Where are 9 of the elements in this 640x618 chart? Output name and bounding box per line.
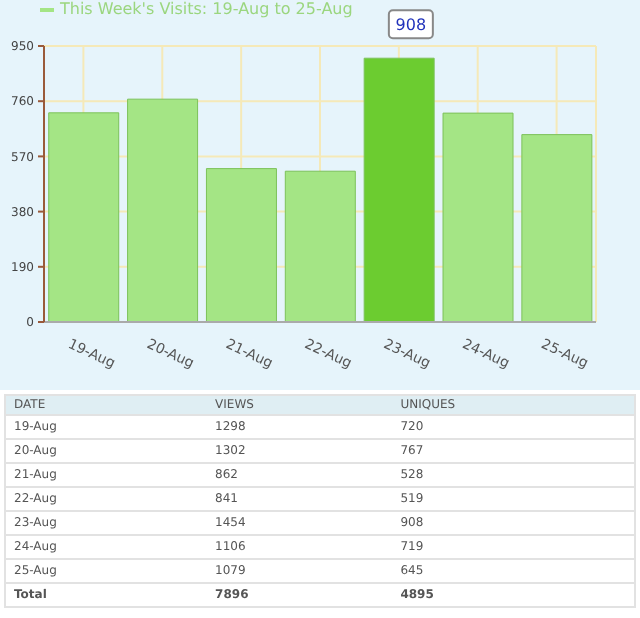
bar bbox=[284, 170, 356, 322]
bar bbox=[442, 112, 514, 322]
bar bbox=[127, 98, 199, 322]
bar bbox=[205, 168, 277, 322]
text: This Week's Visits: 19-Aug to 25-Aug bbox=[60, 0, 353, 18]
bar bbox=[521, 134, 593, 322]
bar bbox=[48, 112, 120, 322]
bar bbox=[363, 57, 435, 322]
annotation: 908 bbox=[395, 16, 427, 35]
